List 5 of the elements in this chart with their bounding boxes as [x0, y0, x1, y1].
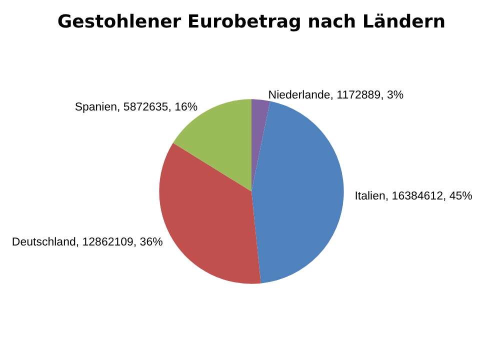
slice-label: Spanien, 5872635, 16%: [74, 101, 198, 114]
slice-label: Deutschland, 12862109, 36%: [12, 236, 163, 249]
chart-title: Gestohlener Eurobetrag nach Ländern: [57, 12, 446, 32]
slice-label: Italien, 16384612, 45%: [354, 190, 472, 202]
slice-label: Niederlande, 1172889, 3%: [268, 90, 404, 102]
